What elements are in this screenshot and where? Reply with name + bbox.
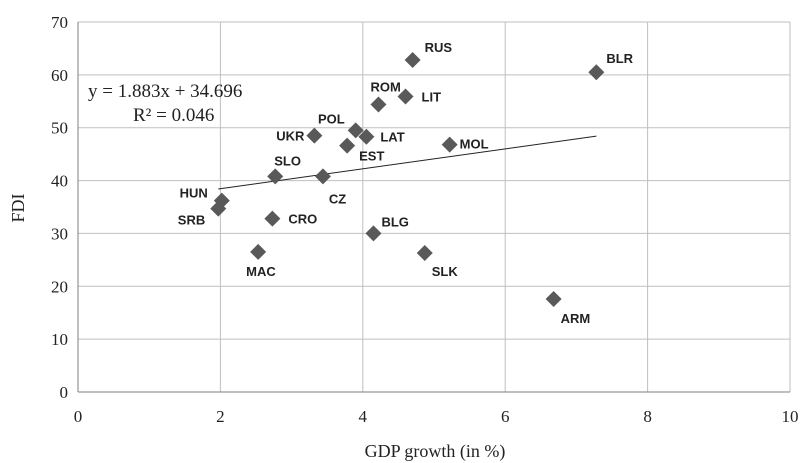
y-tick-label: 20 [51,277,68,296]
data-point-marker [365,225,382,242]
data-point-label: POL [318,111,345,126]
data-point-label: RUS [425,40,453,55]
data-point-marker [441,136,458,153]
point-labels: RUS BLR ROM LIT POL UKR LAT EST MOL SLO CZ HUN SRB CR… [178,40,634,326]
data-point-marker [416,244,433,261]
x-tick-label: 10 [782,407,799,426]
trendline-equation: y = 1.883x + 34.696 [88,81,242,102]
y-axis-title: FDI [8,193,28,222]
y-tick-label: 30 [51,224,68,243]
data-point-marker [347,122,364,139]
data-point-marker [267,168,284,185]
axes: 0 10 20 30 40 50 60 70 0 2 4 6 8 10 [51,13,799,426]
data-point-marker [358,128,375,145]
trendline-r-squared: R² = 0.046 [133,105,214,126]
data-point-marker [339,137,356,154]
data-point-label: MOL [460,137,489,152]
data-point-marker [314,168,331,185]
y-tick-label: 70 [51,13,68,32]
data-point-label: CZ [329,191,346,206]
data-point-label: LAT [380,130,404,145]
data-point-marker [210,200,227,217]
data-point-label: UKR [276,129,305,144]
y-tick-label: 0 [60,383,69,402]
data-point-label: LIT [422,90,442,105]
data-point-marker [306,127,323,144]
data-point-label: SRB [178,213,205,228]
data-point-label: ARM [561,311,591,326]
data-point-label: SLK [432,264,459,279]
data-point-marker [264,210,281,227]
y-tick-label: 50 [51,119,68,138]
data-point-label: HUN [180,186,208,201]
data-point-marker [588,64,605,81]
gridlines [78,21,791,392]
y-tick-label: 10 [51,330,68,349]
data-point-label: BLG [381,214,408,229]
x-tick-label: 4 [359,407,368,426]
y-tick-label: 40 [51,172,68,191]
data-point-label: CRO [288,212,317,227]
x-tick-label: 8 [643,407,652,426]
data-point-marker [404,52,421,69]
trendline [218,135,597,190]
data-points [210,52,605,307]
data-point-marker [545,290,562,307]
x-tick-label: 0 [74,407,83,426]
x-axis-title: GDP growth (in %) [365,441,506,462]
trendline-line [218,135,597,190]
data-point-label: ROM [370,79,400,94]
data-point-label: EST [359,149,384,164]
data-point-label: MAC [246,264,276,279]
x-tick-label: 6 [501,407,510,426]
data-point-marker [250,243,267,260]
y-tick-label: 60 [51,66,68,85]
data-point-marker [397,88,414,105]
x-tick-label: 2 [216,407,225,426]
data-point-marker [370,96,387,113]
data-point-label: BLR [606,51,633,66]
data-point-label: SLO [274,153,301,168]
